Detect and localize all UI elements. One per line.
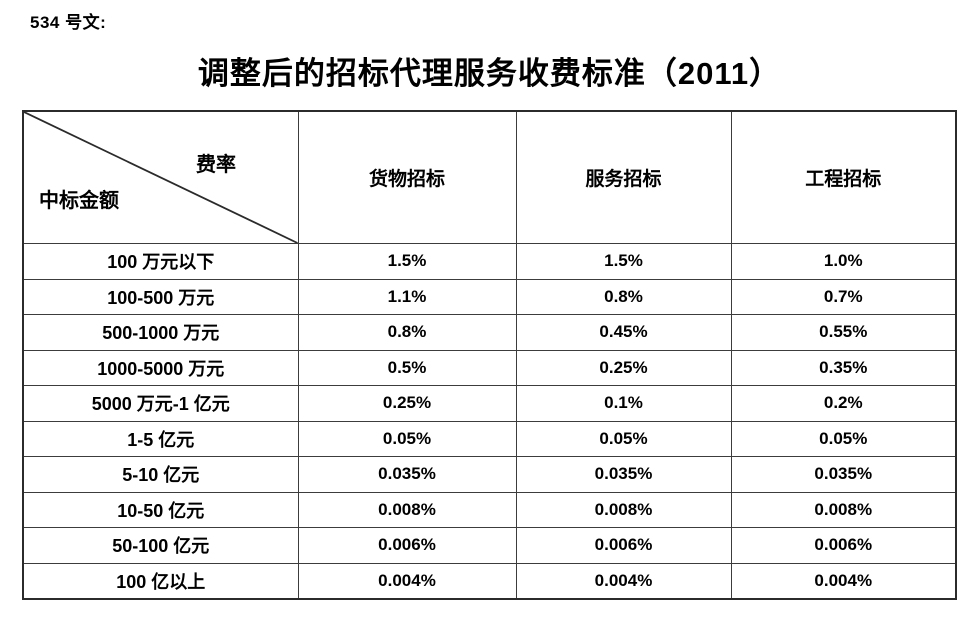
doc-ref-label: 534 号文: xyxy=(30,13,107,32)
row-label-amount-range: 5-10 亿元 xyxy=(22,456,299,493)
corner-label-amount: 中标金额 xyxy=(39,190,119,212)
rate-cell: 0.45% xyxy=(515,314,732,351)
rate-cell: 0.55% xyxy=(730,314,957,351)
rate-cell: 0.008% xyxy=(297,491,517,528)
rate-cell: 0.004% xyxy=(730,562,957,600)
table-row: 5000 万元-1 亿元 0.25% 0.1% 0.2% xyxy=(22,385,957,422)
rate-cell: 0.004% xyxy=(297,562,517,600)
rate-cell: 0.035% xyxy=(730,456,957,493)
rate-cell: 0.035% xyxy=(515,456,732,493)
fee-table-body: 100 万元以下 1.5% 1.5% 1.0% 100-500 万元 1.1% 0.8% 0.… xyxy=(22,243,957,600)
table-row: 500-1000 万元 0.8% 0.45% 0.55% xyxy=(22,314,957,351)
row-label-amount-range: 100 亿以上 xyxy=(22,562,299,600)
rate-cell: 1.5% xyxy=(297,243,517,280)
rate-cell: 0.05% xyxy=(297,420,517,457)
table-row: 100 亿以上 0.004% 0.004% 0.004% xyxy=(22,562,957,600)
table-row: 100-500 万元 1.1% 0.8% 0.7% xyxy=(22,278,957,315)
corner-header-cell: 费率 中标金额 xyxy=(22,110,299,244)
rate-cell: 0.8% xyxy=(297,314,517,351)
rate-cell: 0.25% xyxy=(297,385,517,422)
table-row: 100 万元以下 1.5% 1.5% 1.0% xyxy=(22,243,957,280)
column-header-goods-bidding: 货物招标 xyxy=(297,110,517,244)
table-row: 10-50 亿元 0.008% 0.008% 0.008% xyxy=(22,491,957,528)
rate-cell: 0.25% xyxy=(515,349,732,386)
row-label-amount-range: 5000 万元-1 亿元 xyxy=(22,385,299,422)
rate-cell: 0.05% xyxy=(515,420,732,457)
rate-cell: 0.035% xyxy=(297,456,517,493)
header-row: 费率 中标金额 货物招标 服务招标 工程招标 xyxy=(22,110,957,244)
rate-cell: 0.008% xyxy=(515,491,732,528)
diagonal-divider-line xyxy=(24,112,298,243)
table-row: 5-10 亿元 0.035% 0.035% 0.035% xyxy=(22,456,957,493)
rate-cell: 0.05% xyxy=(730,420,957,457)
row-label-amount-range: 10-50 亿元 xyxy=(22,491,299,528)
rate-cell: 0.006% xyxy=(297,527,517,564)
row-label-amount-range: 100-500 万元 xyxy=(22,278,299,315)
row-label-amount-range: 1-5 亿元 xyxy=(22,420,299,457)
row-label-amount-range: 50-100 亿元 xyxy=(22,527,299,564)
rate-cell: 1.1% xyxy=(297,278,517,315)
rate-cell: 0.008% xyxy=(730,491,957,528)
rate-cell: 0.7% xyxy=(730,278,957,315)
row-label-amount-range: 500-1000 万元 xyxy=(22,314,299,351)
rate-cell: 0.006% xyxy=(730,527,957,564)
rate-cell: 0.1% xyxy=(515,385,732,422)
rate-cell: 0.006% xyxy=(515,527,732,564)
corner-label-rate: 费率 xyxy=(196,154,236,176)
rate-cell: 1.0% xyxy=(730,243,957,280)
row-label-amount-range: 1000-5000 万元 xyxy=(22,349,299,386)
page-title: 调整后的招标代理服务收费标准（2011） xyxy=(197,56,782,91)
table-row: 1000-5000 万元 0.5% 0.25% 0.35% xyxy=(22,349,957,386)
rate-cell: 0.8% xyxy=(515,278,732,315)
column-header-engineering-bidding: 工程招标 xyxy=(730,110,957,244)
column-header-service-bidding: 服务招标 xyxy=(515,110,732,244)
fee-rate-table: 费率 中标金额 货物招标 服务招标 工程招标 100 万元以下 1.5% 1.5% 1… xyxy=(22,110,957,600)
row-label-amount-range: 100 万元以下 xyxy=(22,243,299,280)
rate-cell: 0.004% xyxy=(515,562,732,600)
rate-cell: 0.5% xyxy=(297,349,517,386)
table-row: 1-5 亿元 0.05% 0.05% 0.05% xyxy=(22,420,957,457)
rate-cell: 0.2% xyxy=(730,385,957,422)
rate-cell: 1.5% xyxy=(515,243,732,280)
table-row: 50-100 亿元 0.006% 0.006% 0.006% xyxy=(22,527,957,564)
rate-cell: 0.35% xyxy=(730,349,957,386)
